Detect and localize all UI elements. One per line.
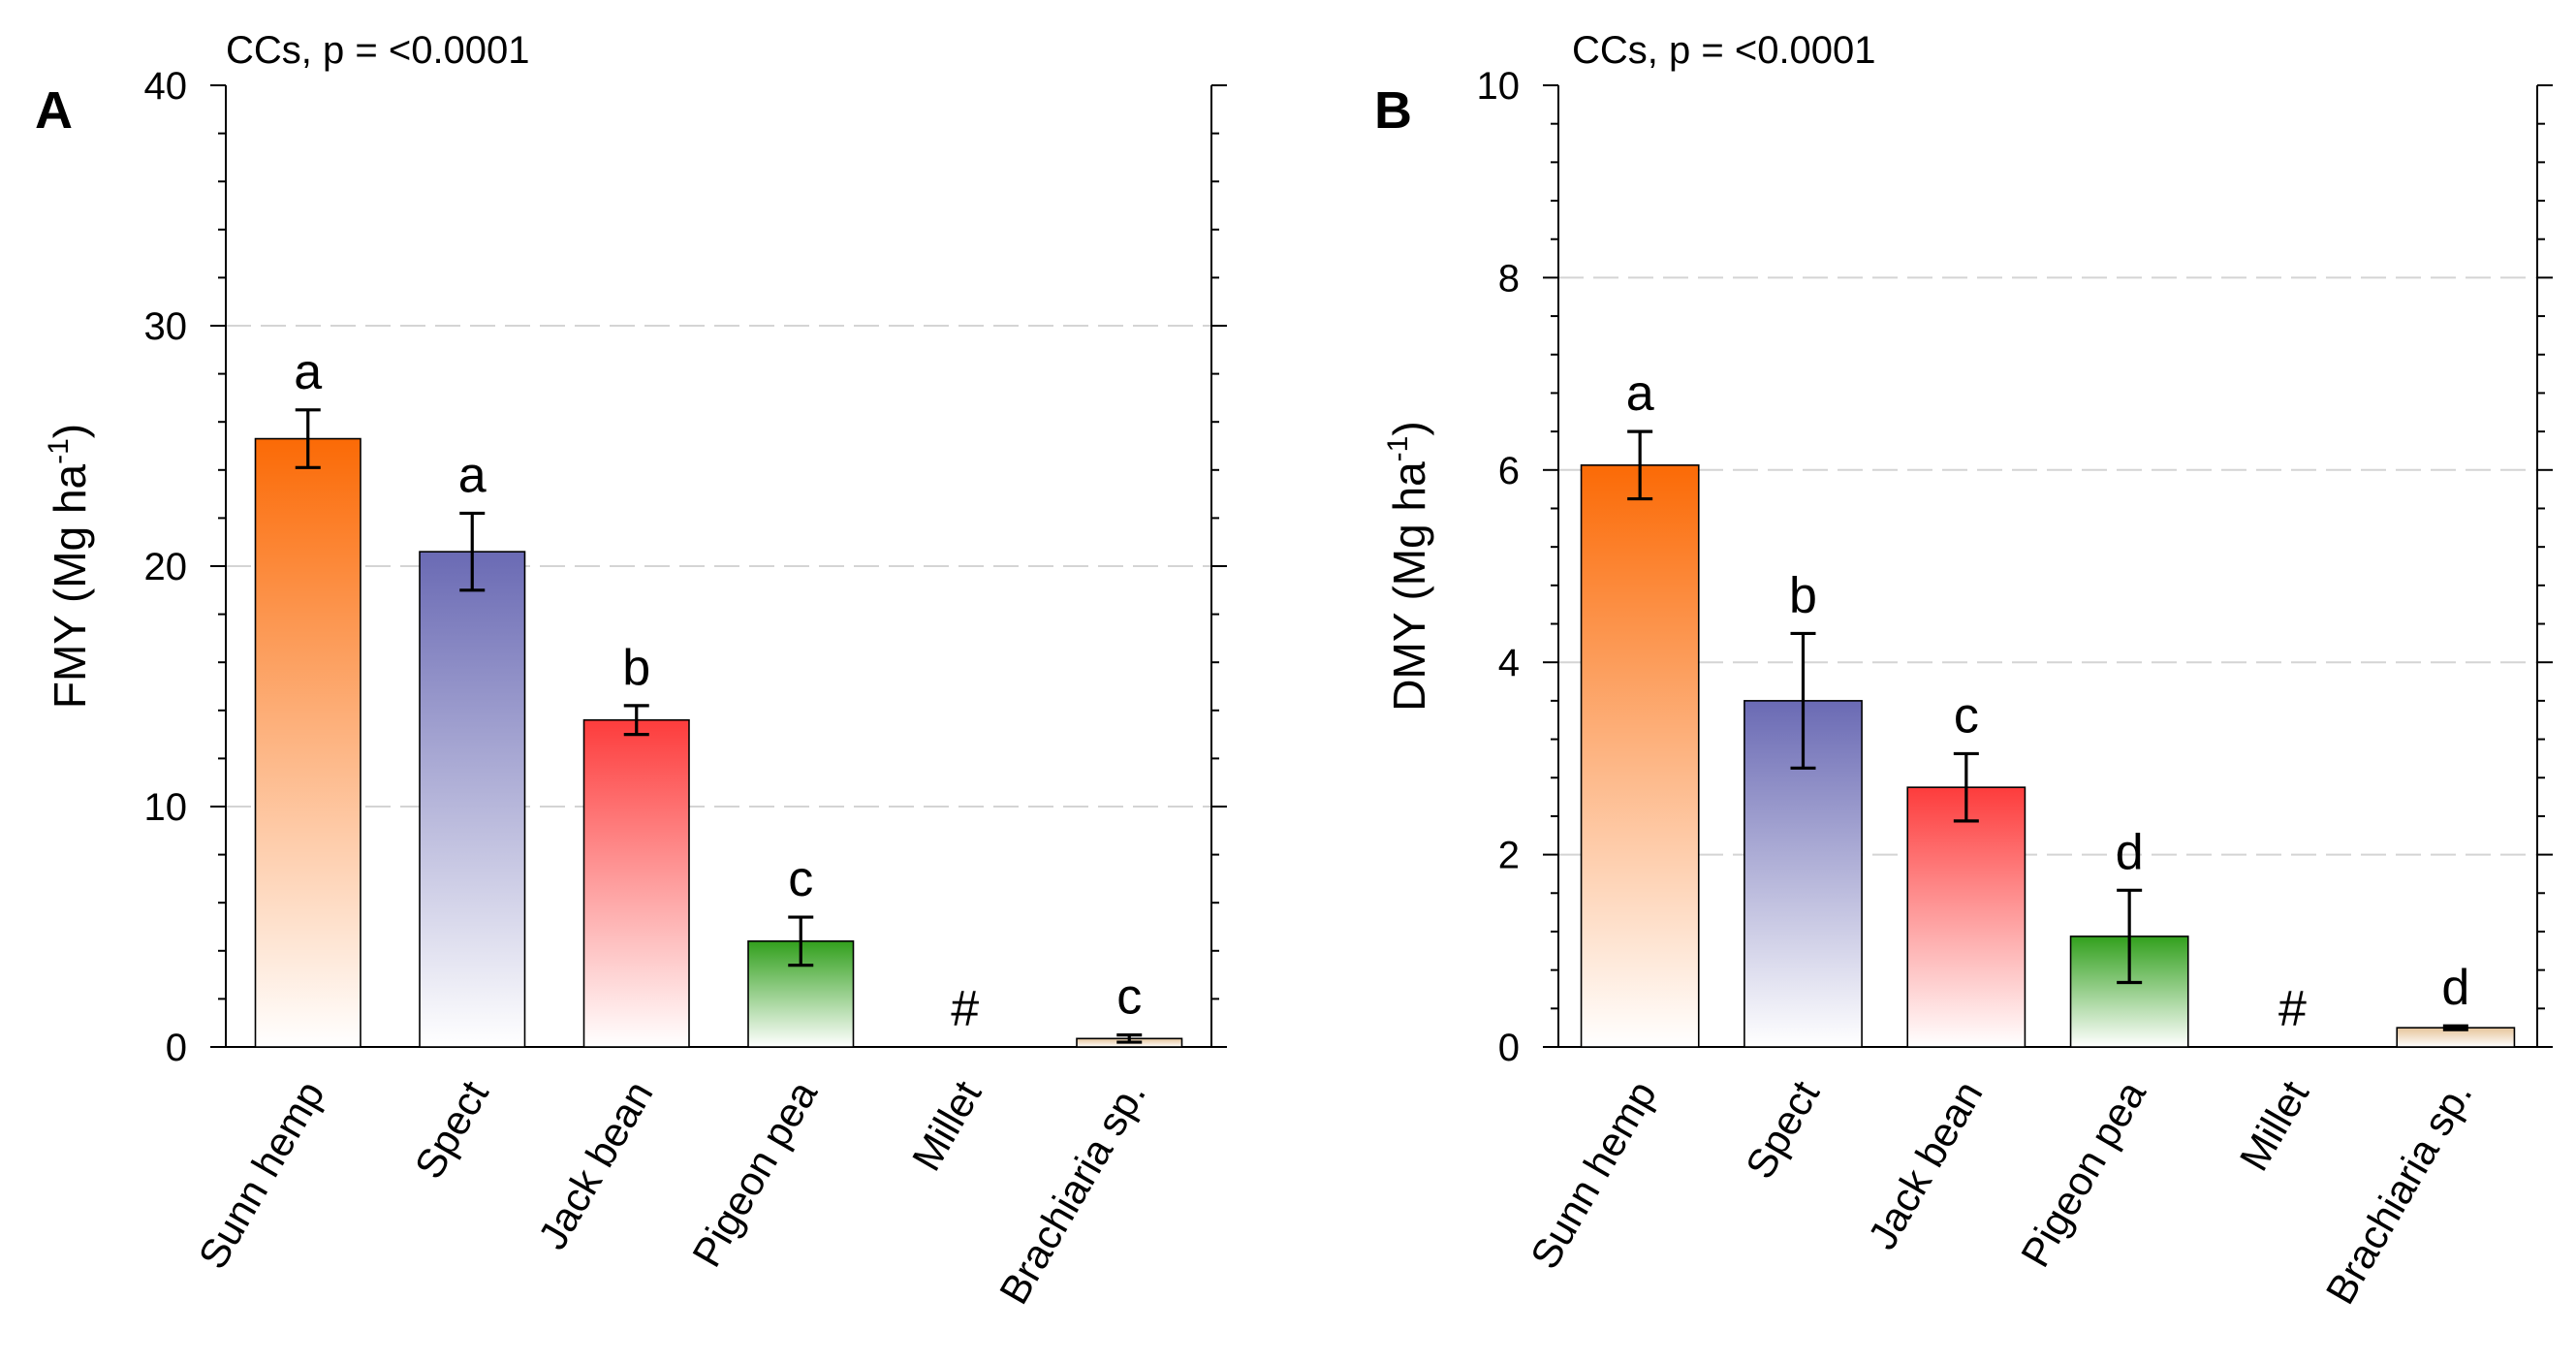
x-tick-label: Pigeon pea [2012, 1072, 2154, 1274]
x-tick-label: Millet [903, 1073, 990, 1179]
significance-letter: # [2278, 981, 2307, 1037]
y-tick-label: 20 [144, 546, 188, 588]
bar-sunn-hemp [1580, 464, 1700, 1048]
significance-letter: c [1116, 969, 1142, 1026]
y-tick-label: 0 [1498, 1027, 1520, 1069]
significance-letter: d [2116, 824, 2144, 880]
bar-sunn-hemp [254, 437, 361, 1048]
y-tick-label: 10 [1477, 65, 1521, 108]
x-tick-label: Brachiaria sp. [990, 1073, 1154, 1312]
significance-letter: b [622, 640, 650, 696]
x-tick-label: Spect [1737, 1073, 1829, 1187]
panel-letter: B [1374, 81, 1412, 140]
y-tick-label: 30 [144, 305, 188, 348]
y-tick-label: 8 [1498, 257, 1520, 300]
y-tick-label: 10 [144, 786, 188, 829]
x-tick-label: Millet [2231, 1073, 2318, 1179]
panel-a: A CCs, p = <0.0001 0 10 20 30 40 FMY (Mg ha-1) a… [35, 29, 1227, 1312]
y-tick-label: 6 [1498, 450, 1520, 492]
significance-letter: # [951, 981, 979, 1037]
x-tick-label: Jack bean [1859, 1073, 1991, 1256]
x-tick-label: Sunn hemp [1522, 1073, 1665, 1277]
significance-letter: c [788, 851, 813, 907]
panel-b: B CCs, p = <0.0001 0 2 4 6 8 10 DMY (Mg ha-1) a Su… [1374, 29, 2553, 1312]
significance-letter: c [1954, 687, 1979, 744]
y-tick-label: 4 [1498, 642, 1520, 684]
bar-jack-bean [1906, 786, 2026, 1048]
x-tick-label: Spect [406, 1073, 498, 1187]
significance-letter: d [2441, 960, 2469, 1016]
significance-letter: b [1789, 567, 1817, 623]
y-tick-label: 0 [166, 1027, 187, 1069]
x-tick-label: Sunn hemp [189, 1073, 332, 1277]
x-tick-label: Pigeon pea [683, 1072, 826, 1274]
significance-letter: a [294, 344, 322, 400]
stat-annotation: CCs, p = <0.0001 [226, 29, 530, 72]
panel-letter: A [35, 81, 73, 140]
x-tick-label: Jack bean [529, 1073, 661, 1256]
y-tick-label: 40 [144, 65, 188, 108]
significance-letter: a [1626, 365, 1654, 422]
y-axis-title: FMY (Mg ha-1) [43, 424, 95, 709]
bar-spect [419, 551, 526, 1048]
x-tick-label: Brachiaria sp. [2317, 1073, 2481, 1312]
y-tick-label: 2 [1498, 835, 1520, 877]
y-axis-title: DMY (Mg ha-1) [1382, 421, 1434, 711]
significance-letter: a [458, 447, 487, 503]
bar-jack-bean [582, 718, 690, 1048]
stat-annotation: CCs, p = <0.0001 [1572, 29, 1876, 72]
